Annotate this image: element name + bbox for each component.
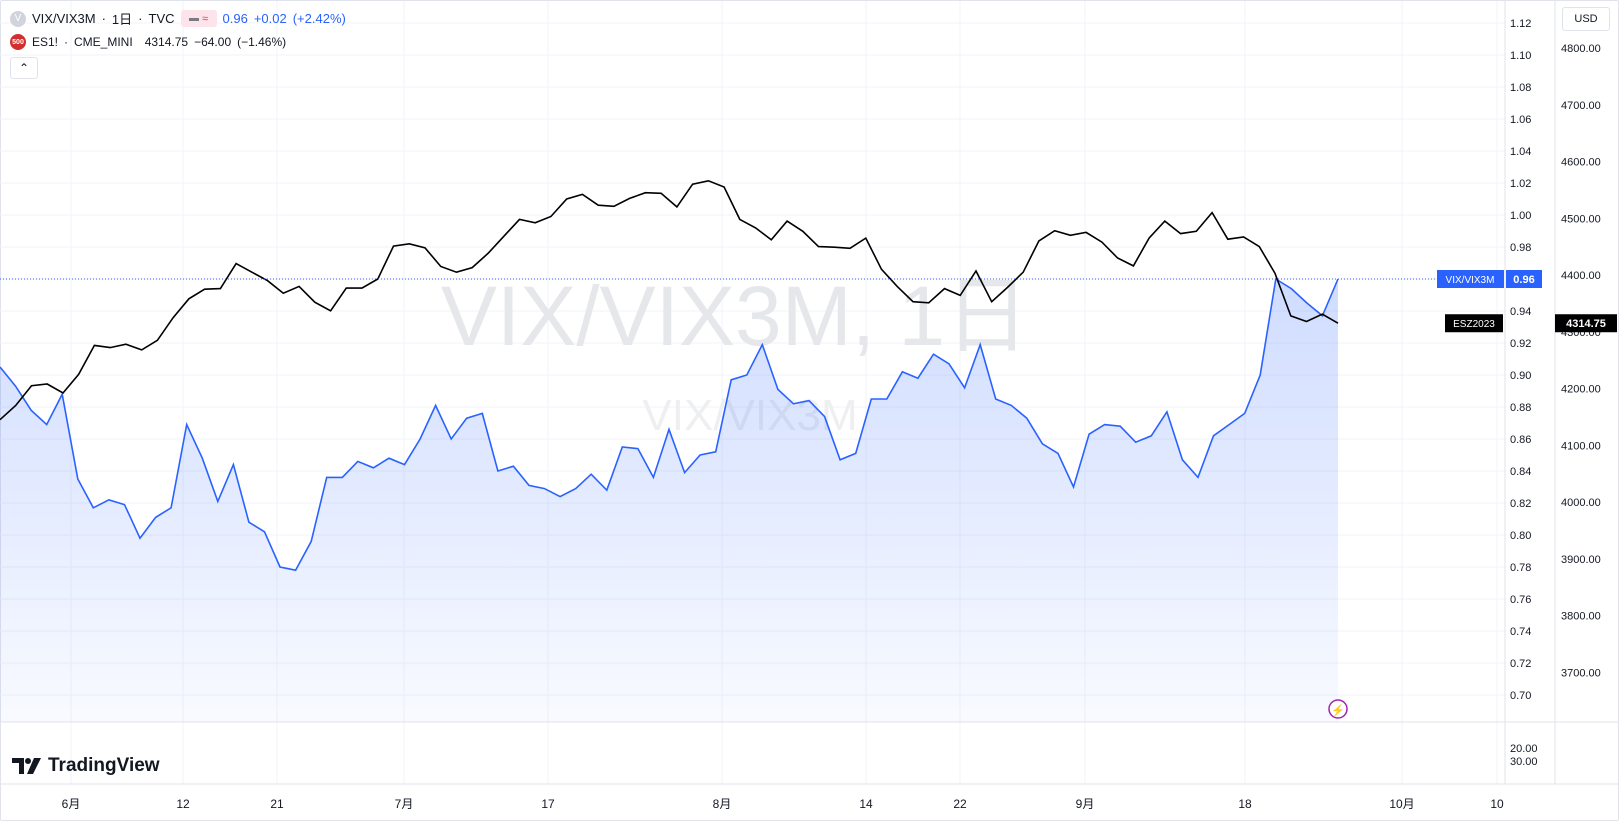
es-price-tag-text: 4314.75 <box>1566 318 1606 330</box>
left-scale-tick: 0.88 <box>1510 402 1531 414</box>
left-scale-tick: 0.94 <box>1510 306 1531 318</box>
compare-separator: · <box>64 35 69 49</box>
time-tick-label: 7月 <box>395 797 414 811</box>
left-scale-tick: 0.76 <box>1510 594 1531 606</box>
sp500-icon: 500 <box>10 34 26 50</box>
left-scale-tick: 0.90 <box>1510 370 1531 382</box>
left-scale-tick: 0.78 <box>1510 562 1531 574</box>
event-lightning-icon <box>1328 699 1348 719</box>
es-series-tag-text: ESZ2023 <box>1453 319 1495 330</box>
wave-icon: ≈ <box>202 12 209 25</box>
right-scale-tick: 4200.00 <box>1561 384 1601 396</box>
vix-series-tag <box>1437 270 1504 288</box>
time-tick-label: 17 <box>541 797 555 811</box>
left-scale-tick: 1.08 <box>1510 82 1531 94</box>
left-scale-tick: 1.06 <box>1510 114 1531 126</box>
time-tick-label: 10月 <box>1389 797 1414 811</box>
legend-separator: · <box>138 11 143 26</box>
watermark-title: VIX/VIX3M, 1日 <box>441 269 1029 363</box>
right-scale-tick: 4400.00 <box>1561 270 1601 282</box>
right-scale-tick: 4100.00 <box>1561 440 1601 452</box>
chevron-up-icon: ⌃ <box>18 61 30 75</box>
compare-series-legend[interactable]: 500 ES1! · CME_MINI 4314.75 −64.00 (−1.4… <box>10 34 286 50</box>
legend-change-pct: (+2.42%) <box>292 11 346 26</box>
time-tick-label: 10 <box>1490 797 1504 811</box>
tradingview-logo-icon <box>12 758 41 774</box>
left-scale-tick: 0.82 <box>1510 498 1531 510</box>
right-scale-tick: 3800.00 <box>1561 611 1601 623</box>
compare-change-pct: (−1.46%) <box>237 35 287 49</box>
vix-symbol-icon: V <box>10 10 26 27</box>
compare-exchange: CME_MINI <box>74 35 133 49</box>
right-scale-tick: 4800.00 <box>1561 43 1601 55</box>
vix-area-fill <box>0 279 1338 722</box>
minus-icon: ▬ <box>188 13 199 24</box>
left-scale-tick: 0.92 <box>1510 338 1531 350</box>
legend-change: +0.02 <box>253 11 287 26</box>
collapse-legend-button[interactable]: ⌃ <box>10 57 38 79</box>
time-tick-label: 6月 <box>62 797 81 811</box>
left-scale-tick: 1.10 <box>1510 50 1531 62</box>
left-scale-tick: 1.02 <box>1510 178 1531 190</box>
legend-exchange: TVC <box>148 11 175 26</box>
left-scale-tick: 0.72 <box>1510 658 1531 670</box>
lightning-icon-glyph: ⚡ <box>1331 704 1345 717</box>
compare-value: 4314.75 <box>144 35 189 49</box>
time-tick-label: 14 <box>859 797 873 811</box>
currency-selector[interactable]: USD <box>1562 7 1610 31</box>
left-scale-tick: 1.04 <box>1510 146 1531 158</box>
compare-change: −64.00 <box>194 35 232 49</box>
left-scale-tick: 0.70 <box>1510 690 1531 702</box>
left-scale-tick: 0.80 <box>1510 530 1531 542</box>
time-tick-label: 18 <box>1238 797 1252 811</box>
lower-pane-tick: 20.00 <box>1510 743 1538 755</box>
time-tick-label: 21 <box>270 797 284 811</box>
legend-value: 0.96 <box>222 11 248 26</box>
right-scale-tick: 4000.00 <box>1561 497 1601 509</box>
legend-separator: · <box>101 11 106 26</box>
right-scale-tick: 4700.00 <box>1561 100 1601 112</box>
left-scale-tick: 0.86 <box>1510 434 1531 446</box>
left-scale-tick: 1.12 <box>1510 18 1531 30</box>
left-scale-tick: 0.84 <box>1510 466 1531 478</box>
right-scale-tick: 4600.00 <box>1561 157 1601 169</box>
compare-symbol: ES1! <box>32 35 59 49</box>
es-series-tag <box>1445 314 1503 333</box>
lower-pane-tick: 30.00 <box>1510 756 1538 768</box>
time-tick-label: 9月 <box>1076 797 1095 811</box>
right-scale-tick: 3900.00 <box>1561 554 1601 566</box>
vix-series-tag-text: VIX/VIX3M <box>1446 275 1495 286</box>
time-tick-label: 8月 <box>713 797 732 811</box>
vix-price-tag-text: 0.96 <box>1513 274 1534 286</box>
es-line <box>0 179 1339 421</box>
legend-interval: 1日 <box>111 12 133 27</box>
legend-symbol: VIX/VIX3M <box>32 11 96 26</box>
time-tick-label: 12 <box>176 797 190 811</box>
left-scale-tick: 0.74 <box>1510 626 1531 638</box>
es-price-tag <box>1555 314 1617 333</box>
vix-price-tag <box>1506 270 1542 288</box>
left-scale-tick: 0.98 <box>1510 242 1531 254</box>
left-scale-tick: 1.00 <box>1510 210 1531 222</box>
tradingview-logo: TradingView <box>12 755 160 777</box>
vix-line <box>0 277 1339 572</box>
right-scale-tick: 3700.00 <box>1561 667 1601 679</box>
right-scale-tick: 4500.00 <box>1561 213 1601 225</box>
time-tick-label: 22 <box>953 797 967 811</box>
compare-toggle-icon[interactable]: ▬ ≈ <box>180 10 217 27</box>
brand-name: TradingView <box>48 755 160 776</box>
main-series-legend[interactable]: V VIX/VIX3M · 1日 · TVC ▬ ≈ 0.96 +0.02 (+… <box>10 9 346 28</box>
